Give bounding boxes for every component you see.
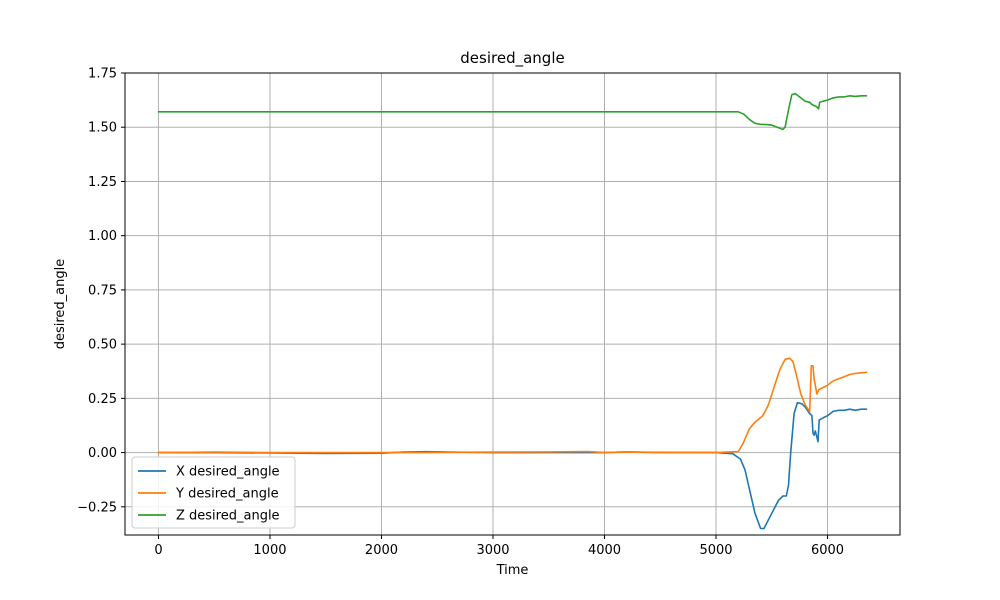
series-line-y: [157, 357, 868, 454]
series-group: [157, 92, 868, 530]
legend-label: X desired_angle: [176, 465, 280, 480]
legend-box: [131, 456, 296, 529]
legend-label: Y desired_angle: [175, 487, 279, 502]
x-tick-label: 4000: [588, 543, 621, 558]
x-tick-label: 3000: [476, 543, 509, 558]
x-tick-label: 5000: [699, 543, 732, 558]
x-axis-label: Time: [496, 563, 529, 578]
y-tick-label: 0.00: [88, 446, 117, 461]
y-axis-label: desired_angle: [53, 259, 68, 350]
series-line-z: [157, 92, 868, 131]
legend-label: Z desired_angle: [176, 509, 280, 524]
y-tick-label: −0.25: [77, 500, 117, 515]
y-tick-label: 0.50: [88, 338, 117, 353]
plot-frame: [124, 72, 901, 536]
x-tick-label: 1000: [253, 543, 286, 558]
y-tick-label: 1.75: [88, 67, 117, 82]
y-tick-label: 1.50: [88, 121, 117, 136]
x-tick-label: 6000: [811, 543, 844, 558]
y-tick-label: 1.25: [88, 175, 117, 190]
ticks: 0 1000 2000 3000 4000 5000 6000 −0.25 0.00 0.25 0.…: [77, 67, 844, 559]
y-tick-label: 1.00: [88, 229, 117, 244]
chart-title: desired_angle: [460, 49, 564, 68]
x-tick-label: 2000: [365, 543, 398, 558]
y-tick-label: 0.75: [88, 283, 117, 298]
y-tick-label: 0.25: [88, 392, 117, 407]
legend: X desired_angle Y desired_angle Z desired_…: [131, 456, 296, 529]
x-tick-label: 0: [154, 543, 162, 558]
